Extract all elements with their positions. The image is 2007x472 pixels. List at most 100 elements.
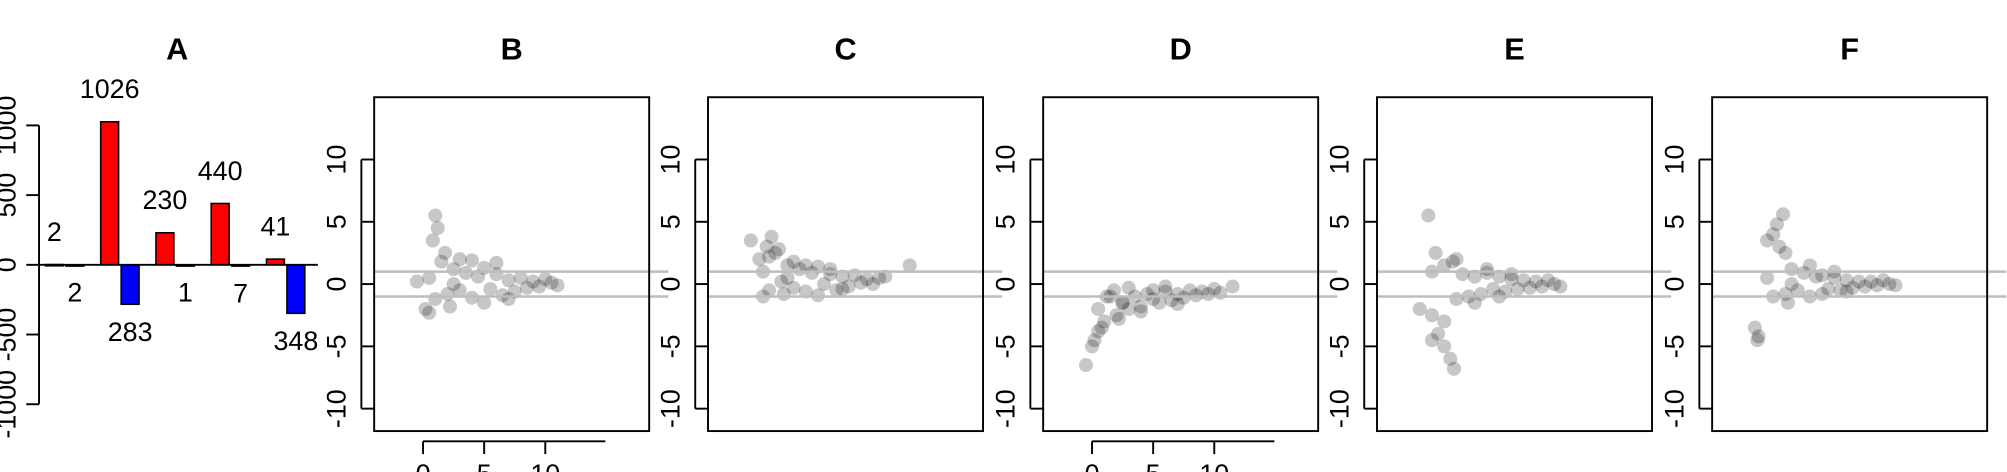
point xyxy=(1750,333,1765,348)
point xyxy=(1833,283,1848,298)
point xyxy=(1431,326,1446,341)
y-tick-label: -5 xyxy=(321,334,351,358)
y-tick-label: 5 xyxy=(655,214,685,229)
value-label: 1 xyxy=(178,277,193,307)
panel-title: B xyxy=(501,31,523,66)
point xyxy=(1121,280,1136,295)
point xyxy=(1085,339,1100,354)
point xyxy=(780,270,795,285)
point xyxy=(1225,279,1240,294)
point xyxy=(1821,282,1836,297)
point xyxy=(1158,284,1173,299)
y-tick-label: 10 xyxy=(990,145,1020,175)
point xyxy=(425,233,440,248)
point xyxy=(1437,258,1452,273)
point xyxy=(1097,314,1112,329)
y-tick-label: 0 xyxy=(0,257,21,272)
y-tick-label: 0 xyxy=(990,277,1020,292)
point xyxy=(1780,295,1795,310)
plot-frame xyxy=(1711,96,1989,433)
value-label: 348 xyxy=(273,326,318,356)
point xyxy=(1455,267,1470,282)
point xyxy=(1133,304,1148,319)
y-tick-label: 10 xyxy=(655,145,685,175)
panel-title: A xyxy=(166,31,188,66)
value-label: 7 xyxy=(233,278,248,308)
point xyxy=(1516,273,1531,288)
point xyxy=(774,274,789,289)
point xyxy=(1449,291,1464,307)
point xyxy=(1445,254,1460,269)
point xyxy=(1207,282,1222,297)
y-tick-label: 1000 xyxy=(0,96,21,156)
point xyxy=(859,272,874,287)
point xyxy=(1437,339,1452,354)
point xyxy=(780,258,795,273)
point xyxy=(1091,324,1106,339)
y-tick-label: -10 xyxy=(990,389,1020,428)
point xyxy=(764,229,779,244)
point xyxy=(483,282,498,297)
y-tick-label: 0 xyxy=(1324,277,1354,292)
point xyxy=(422,270,437,285)
point xyxy=(1760,270,1775,285)
value-label: 2 xyxy=(67,278,82,308)
point xyxy=(1802,258,1817,273)
point xyxy=(1553,279,1568,294)
point xyxy=(768,245,783,260)
point xyxy=(841,279,856,294)
point xyxy=(1152,295,1167,310)
y-tick-label: -10 xyxy=(321,389,351,428)
point xyxy=(526,274,541,289)
x-tick-label: 5 xyxy=(477,459,492,472)
point xyxy=(464,253,479,268)
point xyxy=(430,220,445,236)
y-tick-label: 5 xyxy=(990,214,1020,229)
point xyxy=(1182,283,1197,298)
panel-title: D xyxy=(1170,31,1192,66)
point xyxy=(446,277,461,292)
point xyxy=(752,252,767,267)
point xyxy=(1449,252,1464,267)
point xyxy=(835,282,850,297)
point xyxy=(1498,284,1513,299)
y-tick-label: -10 xyxy=(1324,389,1354,428)
point xyxy=(519,280,534,295)
y-tick-label: 0 xyxy=(1659,277,1689,292)
point xyxy=(786,280,801,295)
panel-title: F xyxy=(1840,31,1859,66)
point xyxy=(1115,295,1130,310)
y-tick-label: -1000 xyxy=(0,370,21,439)
point xyxy=(1510,282,1525,297)
plot-frame xyxy=(373,96,651,433)
y-tick-label: 10 xyxy=(1324,145,1354,175)
point xyxy=(442,299,457,314)
point xyxy=(452,283,467,298)
y-tick-label: 0 xyxy=(321,277,351,292)
point xyxy=(1115,295,1130,310)
point xyxy=(1412,301,1427,317)
bar xyxy=(120,264,140,306)
bar xyxy=(286,264,306,315)
point xyxy=(1769,217,1784,232)
value-label: 440 xyxy=(198,156,243,186)
bar xyxy=(210,202,230,266)
point xyxy=(1424,308,1440,323)
point xyxy=(1815,287,1830,302)
point xyxy=(544,275,559,290)
point xyxy=(501,273,516,288)
point xyxy=(829,283,844,298)
y-tick-label: 500 xyxy=(0,173,21,218)
point xyxy=(1467,295,1482,310)
point xyxy=(1845,280,1860,295)
y-tick-label: -5 xyxy=(990,334,1020,358)
y-tick-label: -10 xyxy=(1659,389,1689,428)
point xyxy=(513,270,528,285)
point xyxy=(1760,233,1775,248)
point xyxy=(743,233,758,248)
point xyxy=(1839,273,1854,288)
point xyxy=(438,245,453,260)
point xyxy=(1528,274,1543,289)
point xyxy=(786,254,801,269)
